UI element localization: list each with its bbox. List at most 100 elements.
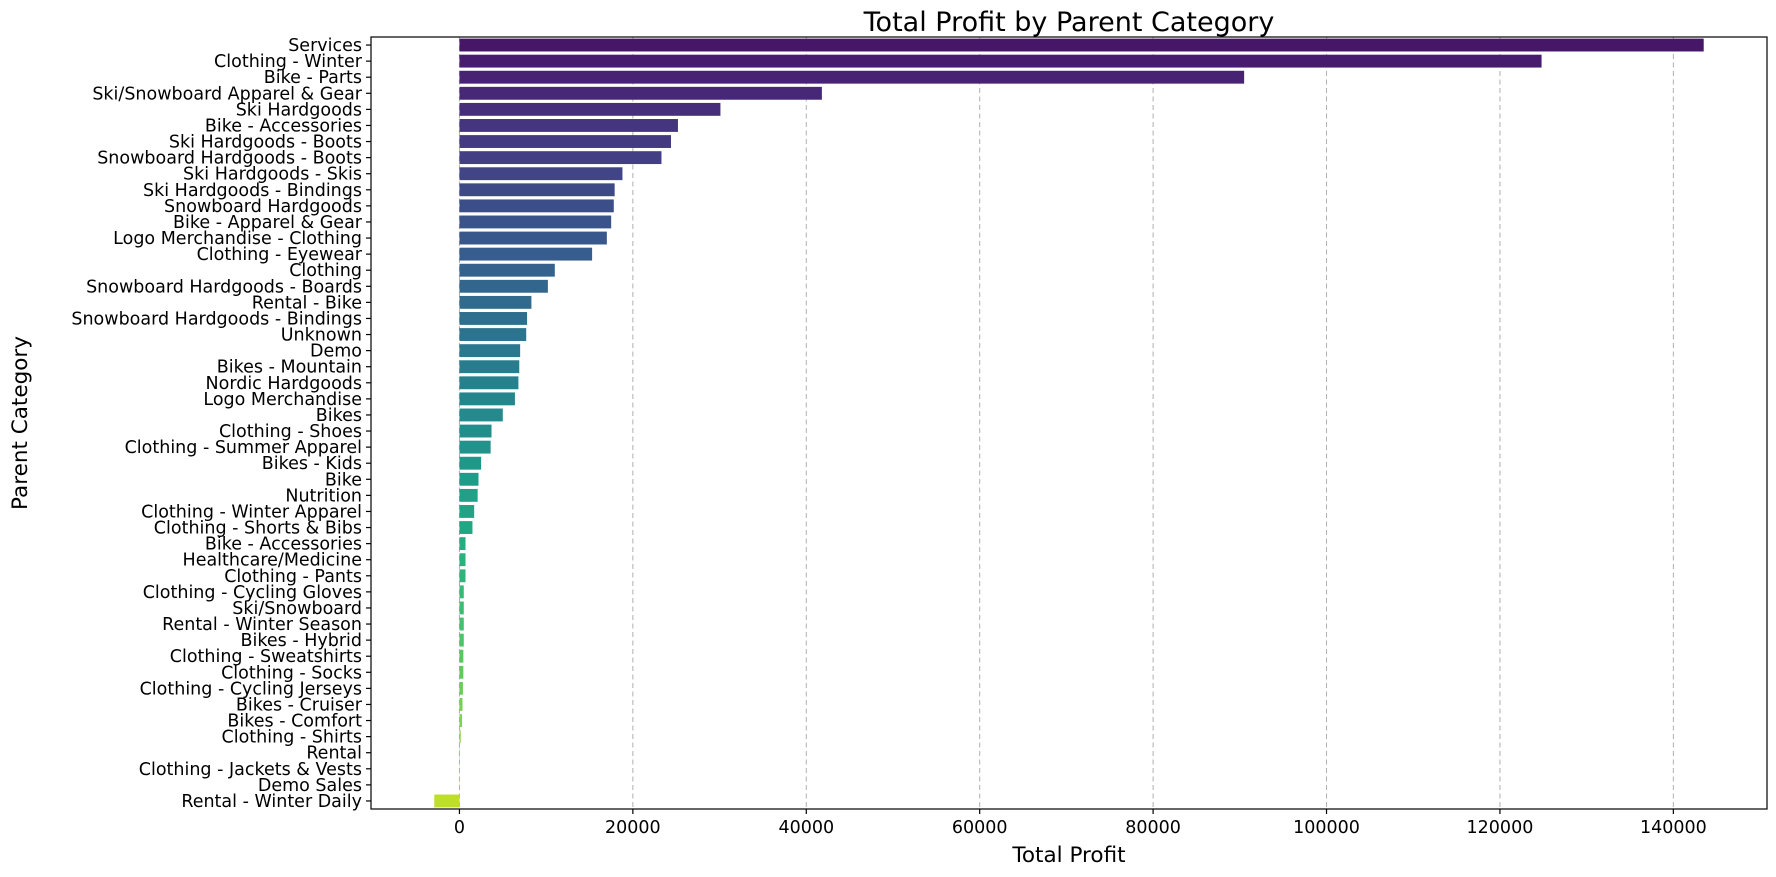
bar xyxy=(459,263,555,277)
x-tick-label: 0 xyxy=(454,818,465,838)
y-tick-label: Clothing - Jackets & Vests xyxy=(139,760,362,780)
y-axis-label: Parent Category xyxy=(8,336,33,510)
y-tick-label: Bikes xyxy=(316,406,362,426)
y-tick-label: Logo Merchandise xyxy=(203,390,362,410)
y-tick-label: Nordic Hardgoods xyxy=(206,374,362,394)
bar xyxy=(459,231,607,245)
y-tick-label: Bike - Apparel & Gear xyxy=(173,213,363,233)
y-tick-label: Clothing - Sweatshirts xyxy=(170,647,362,667)
bar xyxy=(459,38,1704,52)
bar xyxy=(459,102,721,116)
x-tick-label: 80000 xyxy=(1125,818,1181,838)
bar xyxy=(459,456,482,470)
y-tick-label: Clothing - Pants xyxy=(224,567,362,587)
y-tick-label: Snowboard Hardgoods - Boards xyxy=(86,277,362,297)
y-tick-label: Snowboard Hardgoods - Bindings xyxy=(71,309,362,329)
bar xyxy=(459,279,548,293)
bar xyxy=(459,505,475,518)
y-tick-label: Bikes - Hybrid xyxy=(241,631,363,651)
bar xyxy=(459,633,464,647)
y-tick-label: Clothing - Summer Apparel xyxy=(125,438,362,458)
y-tick-label: Services xyxy=(288,36,362,56)
bar xyxy=(459,86,822,100)
y-tick-label: Rental - Winter Daily xyxy=(181,792,362,812)
bar xyxy=(434,794,460,808)
y-tick-label: Healthcare/Medicine xyxy=(183,551,362,571)
y-tick-label: Clothing - Cycling Gloves xyxy=(143,583,362,603)
y-tick-label: Ski Hardgoods - Skis xyxy=(183,165,362,185)
y-tick-label: Bike - Accessories xyxy=(205,535,362,555)
y-tick-label: Clothing xyxy=(289,261,362,281)
bar xyxy=(459,472,479,486)
bar xyxy=(459,585,464,599)
bar xyxy=(459,344,521,358)
x-tick-label: 140000 xyxy=(1640,818,1707,838)
y-tick-label: Rental - Winter Season xyxy=(162,615,362,635)
y-tick-label: Demo Sales xyxy=(258,776,362,796)
x-axis-ticks: 0 20000 40000 60000 80000 100000 120000 140000 xyxy=(454,809,1707,838)
y-tick-label: Snowboard Hardgoods - Boots xyxy=(97,149,362,169)
y-tick-label: Bikes - Cruiser xyxy=(236,695,363,715)
y-tick-label: Clothing - Shorts & Bibs xyxy=(154,519,362,539)
y-tick-label: Clothing - Winter Apparel xyxy=(141,502,362,522)
bar xyxy=(459,312,528,325)
bar xyxy=(459,553,466,567)
x-tick-label: 60000 xyxy=(952,818,1008,838)
y-tick-label: Rental xyxy=(306,744,362,764)
y-tick-label: Logo Merchandise - Clothing xyxy=(113,229,362,249)
x-tick-label: 100000 xyxy=(1293,818,1360,838)
bar xyxy=(459,569,466,583)
bar xyxy=(459,360,520,374)
x-axis-label: Total Profit xyxy=(1011,843,1125,868)
y-tick-label: Bike - Parts xyxy=(264,68,362,88)
bar xyxy=(459,199,614,213)
axes-frame xyxy=(370,36,1768,810)
bar xyxy=(459,698,463,711)
bar xyxy=(459,649,464,663)
y-tick-label: Bikes - Comfort xyxy=(227,712,362,732)
bar xyxy=(459,730,461,744)
bar xyxy=(459,488,478,502)
y-tick-label: Bike xyxy=(325,470,362,490)
y-tick-label: Ski/Snowboard Apparel & Gear xyxy=(92,84,362,104)
bar xyxy=(459,408,503,422)
bar xyxy=(459,681,463,695)
bar xyxy=(459,537,466,551)
bar xyxy=(459,665,464,679)
bar xyxy=(459,70,1245,84)
gridlines xyxy=(458,37,1674,809)
y-tick-label: Ski Hardgoods - Bindings xyxy=(143,181,362,201)
bar xyxy=(459,151,662,165)
bar xyxy=(459,295,532,309)
y-tick-label: Bike - Accessories xyxy=(205,116,362,136)
y-tick-label: Demo xyxy=(310,342,362,362)
y-tick-label: Bikes - Kids xyxy=(262,454,362,474)
y-tick-label: Ski/Snowboard xyxy=(232,599,362,619)
chart-title: Total Profit by Parent Category xyxy=(863,7,1275,38)
bar xyxy=(459,183,615,197)
x-tick-label: 20000 xyxy=(605,818,661,838)
y-tick-label: Clothing - Cycling Jerseys xyxy=(140,679,362,699)
y-tick-label: Nutrition xyxy=(285,486,362,506)
bar xyxy=(459,119,678,132)
bars xyxy=(434,38,1704,808)
x-tick-label: 120000 xyxy=(1467,818,1534,838)
y-tick-label: Unknown xyxy=(281,326,362,346)
bar xyxy=(459,215,612,229)
bar xyxy=(459,167,623,181)
y-tick-label: Clothing - Winter xyxy=(214,52,363,72)
y-tick-label: Clothing - Socks xyxy=(221,663,362,683)
bar xyxy=(459,714,463,727)
y-tick-label: Bikes - Mountain xyxy=(217,358,362,378)
bar xyxy=(459,328,527,341)
bar xyxy=(459,617,464,631)
y-tick-label: Clothing - Shirts xyxy=(222,728,362,748)
y-tick-label: Rental - Bike xyxy=(252,293,362,313)
bar xyxy=(459,440,491,454)
bar xyxy=(459,601,464,615)
y-tick-label: Clothing - Shoes xyxy=(219,422,362,442)
y-tick-label: Clothing - Eyewear xyxy=(197,245,363,265)
